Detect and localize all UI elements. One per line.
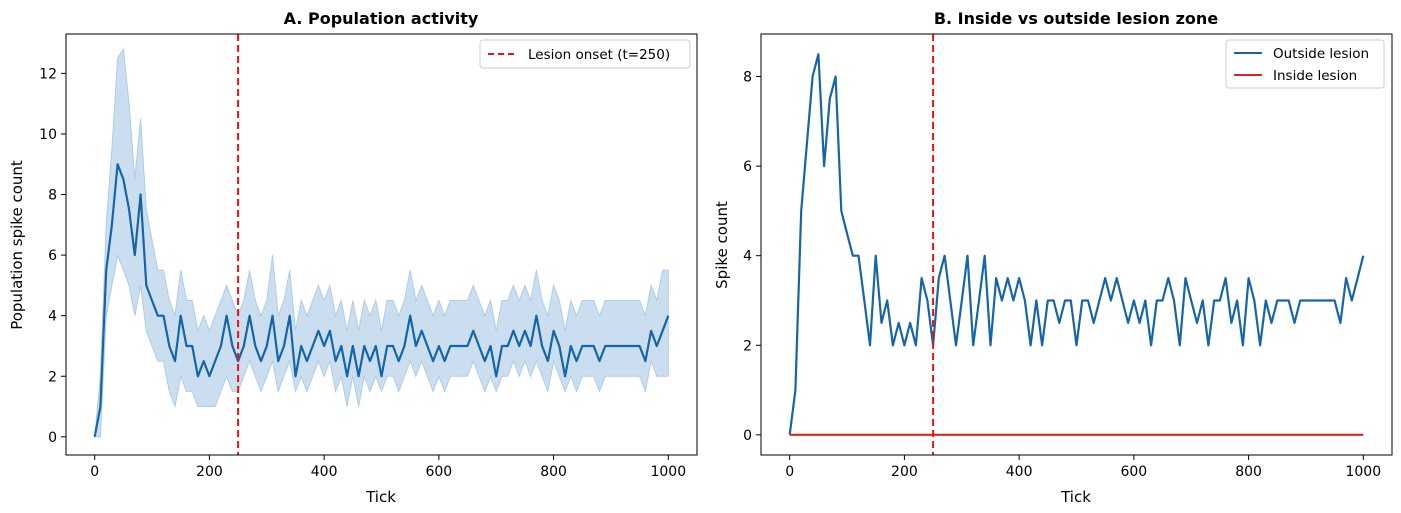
panel-b-x-tick-label: 0 (785, 464, 794, 480)
panel-b-x-tick-label: 1000 (1345, 464, 1381, 480)
panel-b: B. Inside vs outside lesion zone 0 200 400… (713, 9, 1393, 506)
panel-a-y-tick-label: 2 (48, 369, 57, 385)
panel-b-legend-label-inside: Inside lesion (1273, 68, 1357, 84)
panel-a-x-tick-label: 200 (196, 464, 223, 480)
panel-a-confidence-band (94, 47, 669, 438)
panel-b-y-tick-label: 0 (743, 428, 752, 444)
panel-b-legend-label-outside: Outside lesion (1273, 46, 1369, 62)
panel-b-x-tick-label: 200 (891, 464, 918, 480)
panel-b-y-tick-label: 4 (743, 249, 752, 265)
panel-a-band-0 (94, 47, 669, 438)
panel-a-legend: Lesion onset (t=250) (479, 39, 691, 69)
panel-a-y-ticks: 0 2 4 6 8 10 12 (39, 66, 66, 446)
panel-b-title: B. Inside vs outside lesion zone (934, 9, 1219, 28)
panel-b-y-tick-label: 8 (743, 70, 752, 86)
panel-b-series-line-outside-lesion (788, 53, 1365, 435)
panel-a-y-tick-label: 10 (39, 127, 57, 143)
panel-a-x-tick-label: 800 (540, 464, 567, 480)
panel-b-legend-box (1225, 39, 1385, 89)
panel-a-series (93, 163, 670, 438)
panel-b-legend: Outside lesion Inside lesion (1225, 39, 1385, 89)
panel-a-y-tick-label: 6 (48, 248, 57, 264)
panel-a: A. Population activity 0 200 400 600 800 1000… (8, 9, 698, 506)
panel-b-x-tick-label: 600 (1120, 464, 1147, 480)
panel-b-x-tick-label: 400 (1006, 464, 1033, 480)
panel-b-y-tick-label: 6 (743, 159, 752, 175)
panel-b-x-tick-label: 800 (1235, 464, 1262, 480)
panel-a-axes-frame (65, 33, 698, 456)
panel-b-y-ticks: 0 2 4 6 8 (743, 70, 761, 444)
panel-a-title: A. Population activity (284, 9, 479, 28)
panel-a-x-tick-label: 0 (90, 464, 99, 480)
panel-a-y-tick-label: 0 (48, 430, 57, 446)
panel-b-x-label: Tick (1060, 488, 1091, 506)
panel-b-axes-frame (760, 33, 1393, 456)
panel-a-x-ticks: 0 200 400 600 800 1000 (90, 455, 686, 480)
panel-a-legend-box (479, 39, 691, 69)
panel-a-y-label: Population spike count (8, 160, 26, 330)
panel-a-y-tick-label: 4 (48, 309, 57, 325)
panel-b-x-ticks: 0 200 400 600 800 1000 (785, 455, 1381, 480)
panel-a-x-tick-label: 600 (425, 464, 452, 480)
panel-a-y-tick-label: 12 (39, 66, 57, 82)
panel-b-y-label: Spike count (713, 201, 731, 289)
panel-a-x-tick-label: 400 (311, 464, 338, 480)
panel-b-y-tick-label: 2 (743, 338, 752, 354)
panel-a-y-tick-label: 8 (48, 188, 57, 204)
panel-a-x-tick-label: 1000 (650, 464, 686, 480)
panel-a-legend-label: Lesion onset (t=250) (528, 47, 670, 63)
panel-a-series-line-0 (93, 163, 670, 438)
panel-a-x-label: Tick (365, 488, 396, 506)
panel-b-series (788, 53, 1365, 436)
